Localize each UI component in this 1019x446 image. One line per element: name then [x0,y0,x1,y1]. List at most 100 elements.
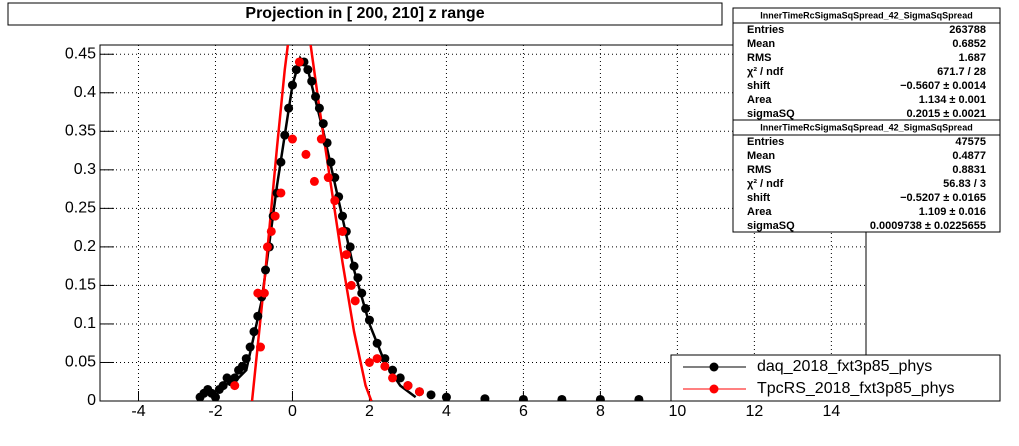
data-point [346,280,356,290]
x-tick-label: -2 [208,403,222,420]
data-point [311,92,321,102]
data-point [414,387,424,397]
data-point [261,265,271,275]
x-tick-label: 6 [519,403,528,420]
stat-value: 0.8831 [952,164,986,176]
legend-label: daq_2018_fxt3p85_phys [757,358,932,375]
data-point [380,361,390,371]
data-point [372,354,382,364]
data-point [338,211,348,221]
stat-value: 47575 [955,136,986,148]
data-point [303,65,313,75]
stat-value: 0.6852 [952,38,986,50]
data-point [345,242,355,252]
data-point [287,134,297,144]
data-point [426,390,436,400]
y-tick-label: 0.35 [65,123,96,140]
data-point [256,342,266,352]
stat-title: InnerTimeRcSigmaSqSpread_42_SigmaSqSprea… [760,10,972,20]
data-point [245,342,255,352]
data-point [291,65,301,75]
stat-label: Entries [747,136,784,148]
data-point [294,57,304,67]
stat-value: 0.4877 [952,150,986,162]
data-point [230,381,240,391]
legend [670,354,1001,402]
data-point [249,327,259,337]
x-tick-label: 10 [668,403,686,420]
stat-label: Area [747,206,772,218]
legend-label: TpcRS_2018_fxt3p85_phys [757,380,954,397]
stat-value: −0.5607 ± 0.0014 [900,80,987,92]
stat-label: Mean [747,150,775,162]
stat-label: Area [747,94,772,106]
title-box [7,2,723,26]
stat-label: χ² / ndf [747,66,784,78]
stat-label: Entries [747,24,784,36]
y-tick-label: 0.4 [74,84,96,101]
y-tick-label: 0.2 [74,238,96,255]
stat-value: 0.2015 ± 0.0021 [907,108,986,120]
stat-label: RMS [747,164,771,176]
stat-box [732,7,1001,121]
data-point [262,242,272,252]
data-point [270,211,280,221]
data-point [357,288,367,298]
y-tick-label: 0.45 [65,45,96,62]
stat-label: sigmaSQ [747,220,795,232]
data-point [372,338,382,348]
stat-value: 1.134 ± 0.001 [919,94,986,106]
data-point [301,149,311,159]
data-point [341,250,351,260]
data-point [380,354,390,364]
data-point [388,365,398,375]
data-point [316,134,326,144]
x-tick-label: 4 [442,403,451,420]
data-point [364,357,374,367]
data-point [259,288,269,298]
data-point [518,394,528,401]
stat-value: 671.7 / 28 [937,66,986,78]
chart-title: Projection in [ 200, 210] z range [245,5,484,22]
data-point [326,157,336,167]
data-point [595,394,605,401]
data-point [307,76,317,86]
data-point [557,394,567,401]
x-tick-label: 2 [365,403,374,420]
data-point [395,373,405,383]
data-point [480,394,490,401]
stat-label: Mean [747,38,775,50]
stat-label: χ² / ndf [747,178,784,190]
x-tick-label: 14 [822,403,840,420]
data-point [441,392,451,401]
data-point [266,226,276,236]
data-point [330,196,340,206]
stat-label: RMS [747,52,771,64]
data-point [280,130,290,140]
data-point [287,80,297,90]
data-point [349,261,359,271]
data-point [237,361,247,371]
data-point [318,119,328,129]
data-point [309,176,319,186]
data-point [210,392,220,401]
y-tick-label: 0.25 [65,200,96,217]
x-tick-label: 8 [596,403,605,420]
y-tick-label: 0.05 [65,354,96,371]
legend-marker [709,362,719,372]
x-tick-label: 0 [288,403,297,420]
data-point [634,394,644,401]
data-point [350,296,360,306]
data-point [323,173,333,183]
y-tick-label: 0.3 [74,161,96,178]
stat-value: 263788 [949,24,986,36]
y-tick-label: 0.15 [65,277,96,294]
data-point [276,157,286,167]
data-point [253,288,263,298]
stat-label: sigmaSQ [747,108,795,120]
stat-value: 1.109 ± 0.016 [919,206,986,218]
data-point [230,373,240,383]
fit-line [250,45,373,401]
y-tick-label: 0.1 [74,315,96,332]
